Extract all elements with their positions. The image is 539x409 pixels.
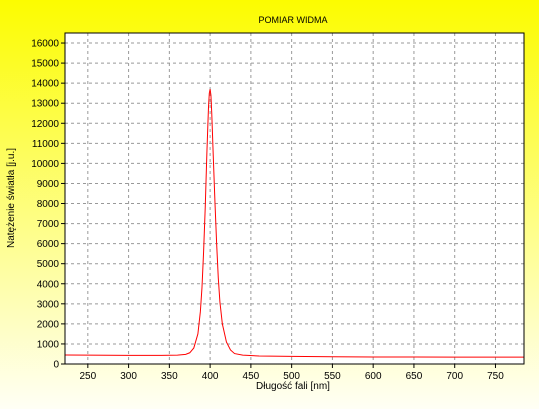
plot-frame <box>64 32 525 365</box>
y-tick-label: 1000 <box>37 339 60 350</box>
x-tick-label: 750 <box>487 371 504 382</box>
x-tick-label: 350 <box>161 371 178 382</box>
y-axis-label: Natężenie światła [j.u.] <box>6 148 17 248</box>
spectrum-line <box>64 89 524 358</box>
y-tick-label: 4000 <box>37 279 60 290</box>
y-tick-label: 7000 <box>37 219 60 230</box>
x-axis-label: Długość fali [nm] <box>256 381 330 392</box>
y-tick-label: 10000 <box>31 159 59 170</box>
chart-title: POMIAR WIDMA <box>259 15 328 25</box>
y-tick-label: 15000 <box>31 59 59 70</box>
y-tick-label: 13000 <box>31 99 59 110</box>
y-tick-label: 8000 <box>37 199 60 210</box>
y-tick-label: 6000 <box>37 239 60 250</box>
y-tick-label: 0 <box>53 360 59 371</box>
y-axis-ticks: 0 1000 2000 3000 4000 5000 6000 7000 8000 9000 100… <box>31 39 65 371</box>
x-tick-label: 550 <box>324 371 341 382</box>
y-tick-label: 2000 <box>37 319 60 330</box>
x-tick-label: 300 <box>120 371 137 382</box>
x-axis-ticks: 250 300 350 400 450 500 550 600 650 700 750 <box>79 364 504 382</box>
plot-area <box>65 33 524 364</box>
y-tick-label: 9000 <box>37 179 60 190</box>
x-tick-label: 400 <box>202 371 219 382</box>
y-tick-label: 3000 <box>37 299 60 310</box>
x-tick-label: 250 <box>79 371 96 382</box>
x-tick-label: 700 <box>446 371 463 382</box>
x-tick-label: 500 <box>283 371 300 382</box>
grid <box>65 33 524 364</box>
y-tick-label: 12000 <box>31 119 59 130</box>
x-tick-label: 450 <box>243 371 260 382</box>
y-tick-label: 14000 <box>31 79 59 90</box>
y-tick-label: 16000 <box>31 39 59 50</box>
x-tick-label: 600 <box>365 371 382 382</box>
y-tick-label: 5000 <box>37 259 60 270</box>
y-tick-label: 11000 <box>32 139 60 150</box>
x-tick-label: 650 <box>406 371 423 382</box>
